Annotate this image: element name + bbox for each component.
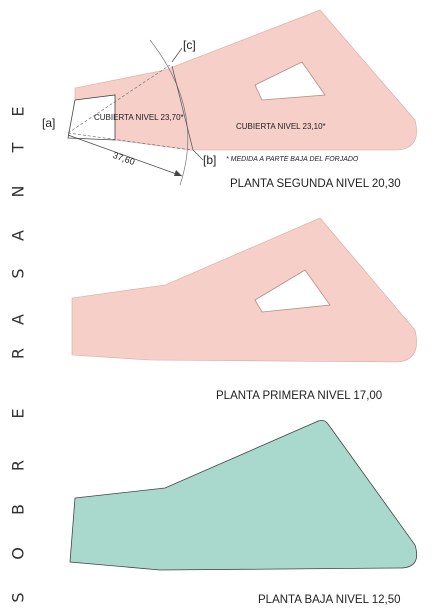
vertical-letter: E — [8, 408, 28, 419]
leader-b — [192, 149, 204, 161]
plan-baja-shape — [69, 420, 418, 571]
vertical-letter: R — [8, 459, 28, 472]
vertical-letter: A — [8, 230, 28, 241]
plan-segunda — [67, 9, 417, 186]
dashed-line-lower — [67, 132, 193, 151]
plan-primera — [71, 217, 417, 363]
dashed-line-upper — [67, 64, 171, 134]
dimension-arrow — [174, 170, 182, 176]
plan-primera-shape — [71, 217, 417, 363]
plan-baja — [69, 420, 418, 571]
vertical-split-line — [171, 65, 194, 151]
vertical-letter: E — [8, 106, 28, 117]
label-roof-right: CUBIERTA NIVEL 23,10* — [236, 122, 326, 131]
vertical-letter: B — [8, 504, 28, 515]
vertical-letter: T — [8, 142, 28, 153]
plan-segunda-courtyard — [254, 61, 326, 101]
title-planta-segunda: PLANTA SEGUNDA NIVEL 20,30 — [230, 178, 401, 190]
vertical-letter: S — [8, 268, 28, 279]
label-point-c: [c] — [183, 38, 196, 52]
vertical-letter: A — [8, 314, 28, 325]
leader-c — [171, 47, 183, 63]
radius-arc — [149, 39, 189, 186]
plan-primera-courtyard — [254, 269, 331, 313]
label-note: * MEDIDA A PARTE BAJA DEL FORJADO — [226, 156, 359, 163]
label-point-a: [a] — [42, 116, 56, 130]
dimension-line — [67, 134, 183, 177]
vertical-letter: R — [8, 347, 28, 360]
vertical-letter: N — [8, 185, 28, 198]
title-planta-primera: PLANTA PRIMERA NIVEL 17,00 — [216, 390, 383, 402]
title-planta-baja: PLANTA BAJA NIVEL 12,50 — [258, 594, 401, 606]
vertical-letter: S — [8, 592, 28, 603]
label-point-b: [b] — [203, 153, 217, 167]
label-roof-left: CUBIERTA NIVEL 23,70* — [94, 113, 184, 122]
plan-segunda-left-void — [67, 94, 116, 141]
vertical-letter: O — [8, 547, 28, 560]
